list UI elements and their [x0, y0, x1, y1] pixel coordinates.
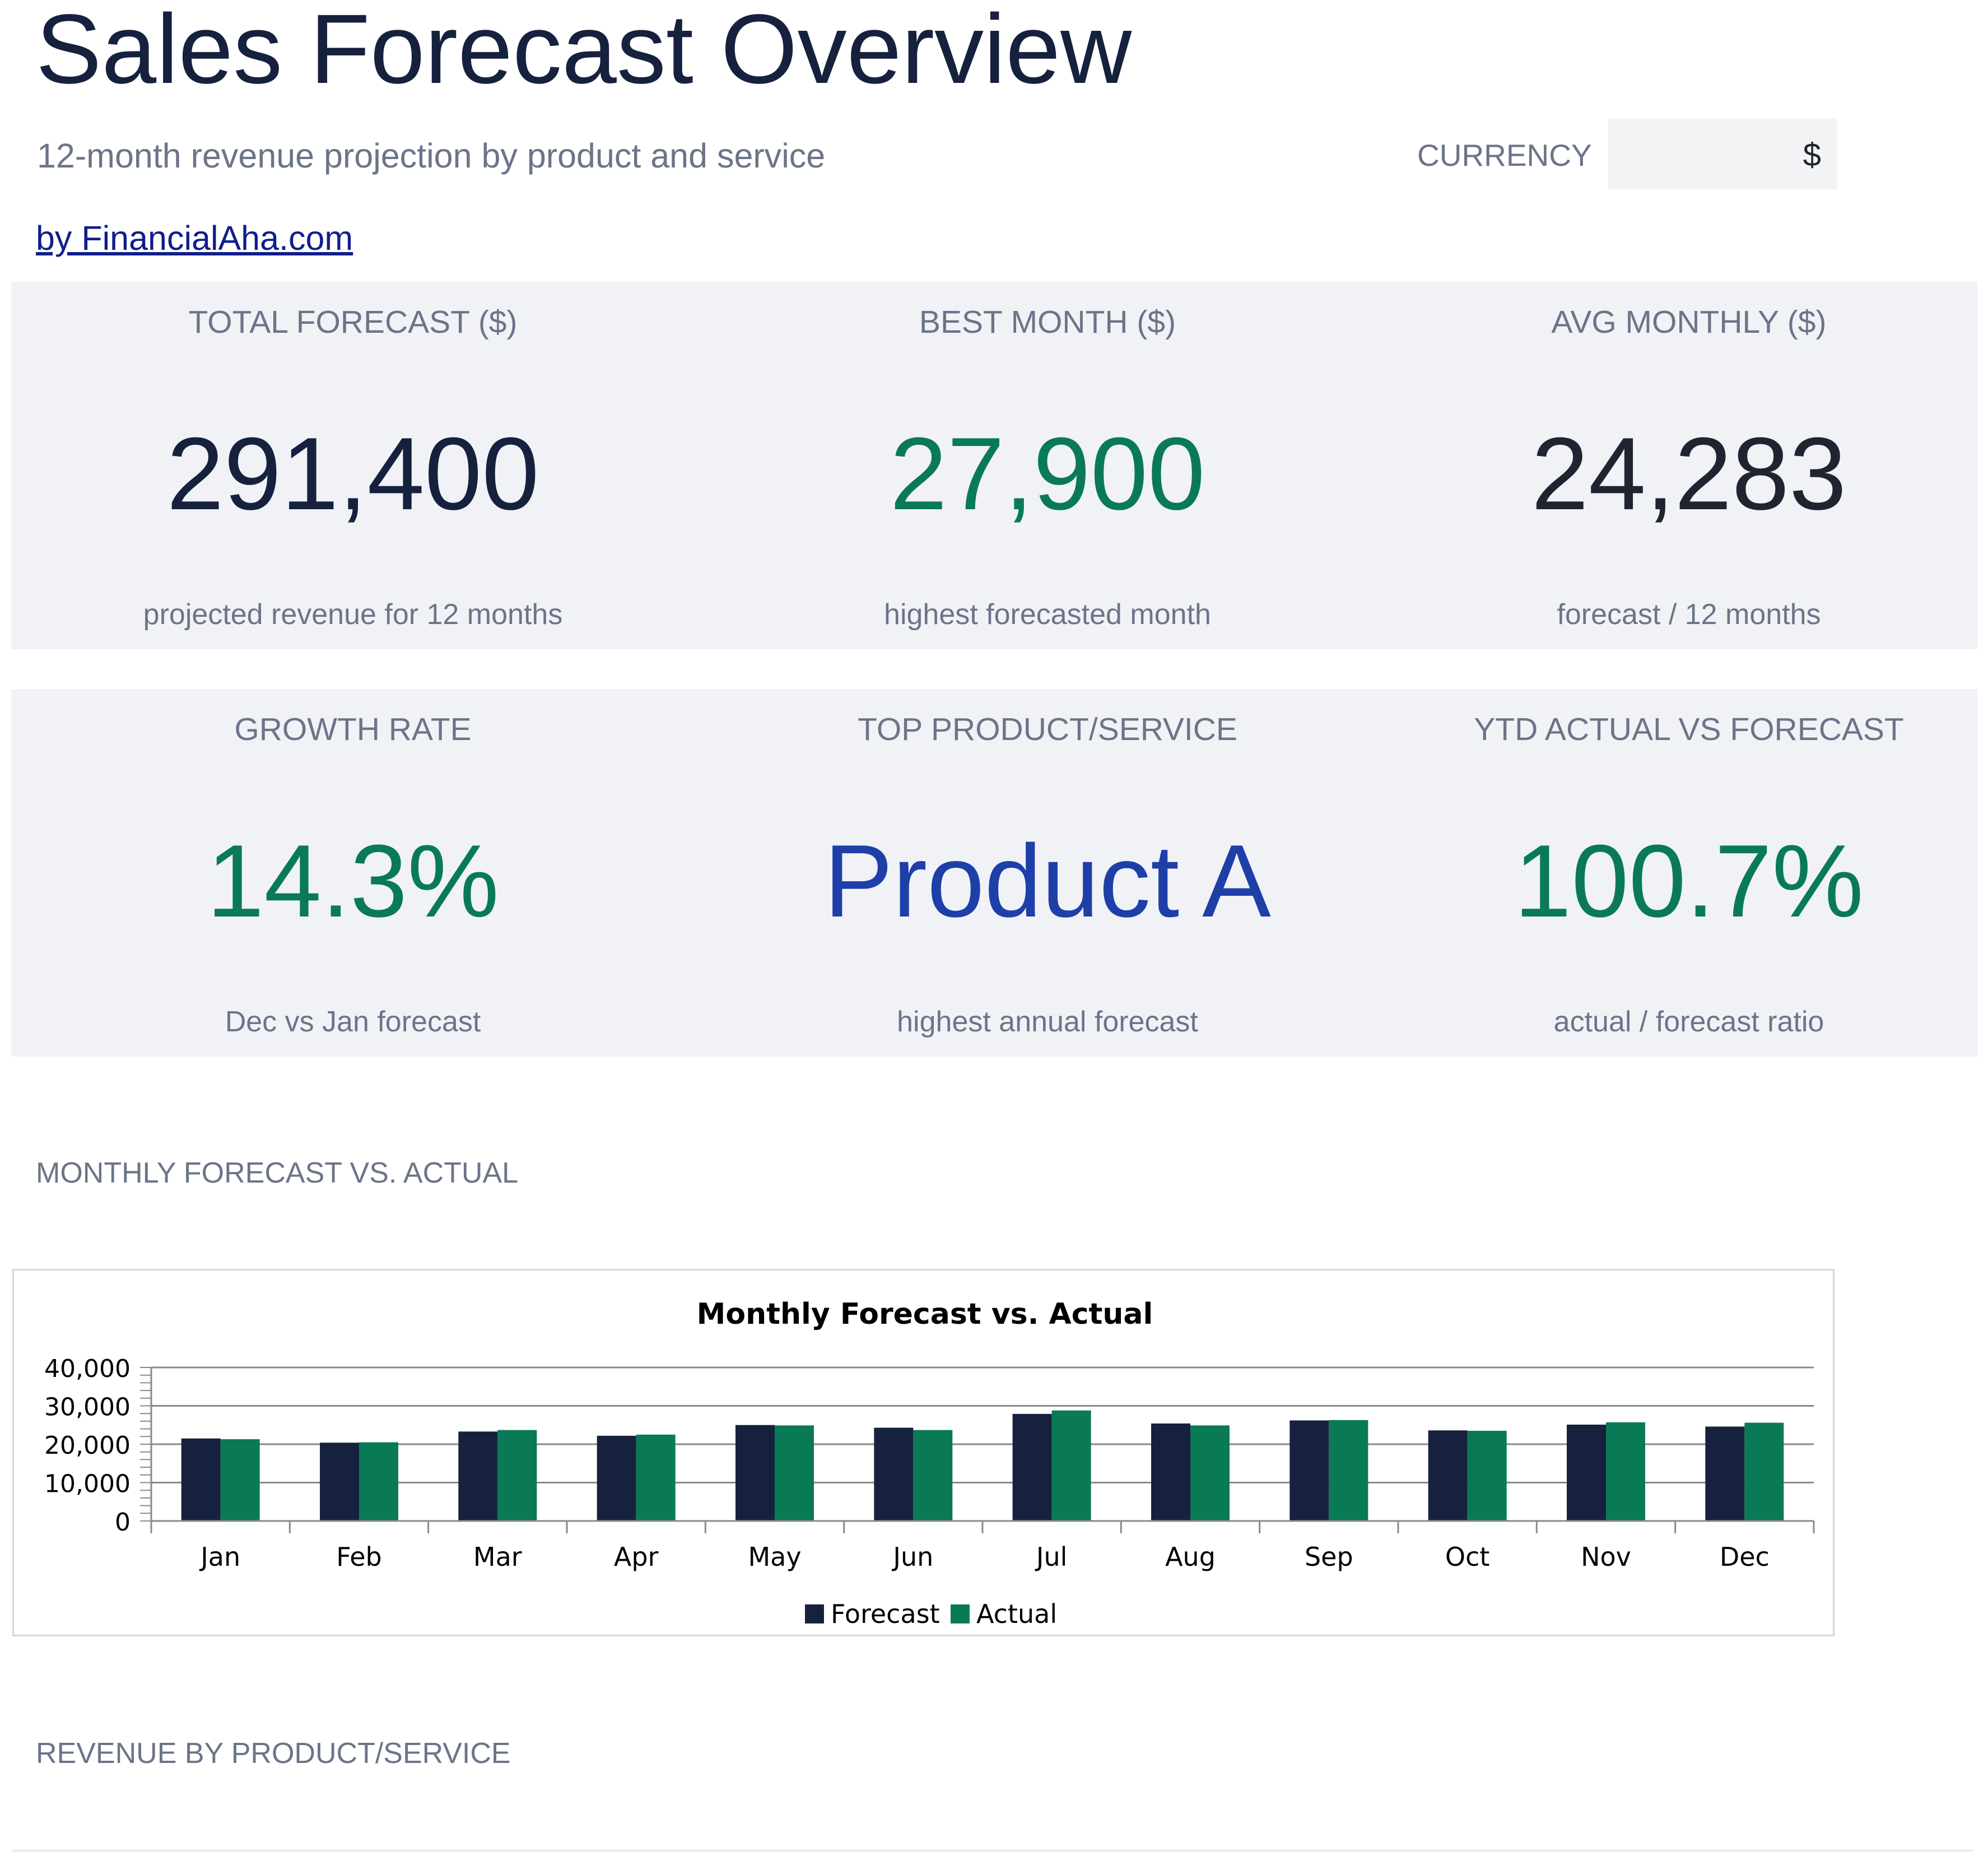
bar-actual-sep [1329, 1420, 1368, 1521]
kpi-card-ytd-ratio: YTD ACTUAL VS FORECAST 100.7% actual / f… [1400, 689, 1977, 1057]
bar-actual-aug [1190, 1425, 1230, 1521]
section-label-revenue: REVENUE BY PRODUCT/SERVICE [36, 1737, 511, 1770]
legend-swatch-forecast [805, 1604, 824, 1623]
kpi-value: 14.3% [207, 823, 499, 938]
bar-actual-jun [913, 1430, 953, 1521]
legend-swatch-actual [951, 1604, 970, 1623]
bar-forecast-jan [181, 1438, 221, 1521]
bar-forecast-feb [320, 1443, 359, 1521]
kpi-label: BEST MONTH ($) [919, 304, 1176, 340]
legend-label-actual: Actual [976, 1599, 1057, 1629]
bar-actual-may [775, 1425, 814, 1521]
x-tick-label: Oct [1445, 1542, 1490, 1572]
bar-actual-nov [1606, 1422, 1645, 1521]
section-divider [12, 1850, 1973, 1851]
bar-forecast-sep [1289, 1420, 1329, 1521]
x-tick-label: Aug [1165, 1542, 1216, 1572]
bar-forecast-nov [1567, 1425, 1606, 1521]
currency-label: CURRENCY [1417, 138, 1592, 173]
x-tick-label: Jun [891, 1542, 933, 1572]
currency-input[interactable]: $ [1608, 119, 1837, 189]
x-tick-label: Mar [473, 1542, 522, 1572]
kpi-caption: forecast / 12 months [1557, 598, 1821, 631]
kpi-caption: projected revenue for 12 months [143, 598, 563, 631]
kpi-panel-top: TOTAL FORECAST ($) 291,400 projected rev… [11, 282, 1977, 649]
kpi-value: 27,900 [890, 416, 1205, 531]
kpi-caption: highest forecasted month [884, 598, 1211, 631]
kpi-value: Product A [824, 823, 1271, 938]
bar-actual-feb [359, 1442, 398, 1521]
bar-actual-oct [1467, 1431, 1507, 1521]
legend-label-forecast: Forecast [831, 1599, 940, 1629]
kpi-value: 100.7% [1514, 823, 1864, 938]
kpi-label: TOP PRODUCT/SERVICE [858, 711, 1237, 747]
bar-actual-jul [1051, 1410, 1091, 1521]
bar-actual-apr [636, 1434, 676, 1521]
bar-forecast-oct [1428, 1430, 1468, 1521]
bar-actual-dec [1744, 1422, 1784, 1521]
kpi-label: AVG MONTHLY ($) [1551, 304, 1827, 340]
monthly-chart-svg: Monthly Forecast vs. Actual 0 10,000 20,000… [44, 1297, 1815, 1629]
x-tick-label: Feb [336, 1542, 381, 1572]
kpi-label: GROWTH RATE [234, 711, 472, 747]
bar-forecast-jul [1012, 1413, 1052, 1521]
section-label-monthly: MONTHLY FORECAST VS. ACTUAL [36, 1157, 519, 1189]
monthly-chart: Monthly Forecast vs. Actual 0 10,000 20,000… [12, 1269, 1835, 1636]
x-tick-label: Jan [199, 1542, 240, 1572]
y-tick-label: 30,000 [44, 1393, 131, 1422]
bar-actual-jan [220, 1439, 260, 1521]
bar-forecast-may [735, 1425, 775, 1521]
kpi-value: 291,400 [166, 416, 539, 531]
kpi-value: 24,283 [1531, 416, 1847, 531]
kpi-card-avg-monthly: AVG MONTHLY ($) 24,283 forecast / 12 mon… [1400, 282, 1977, 649]
y-tick-label: 40,000 [44, 1355, 131, 1383]
kpi-caption: highest annual forecast [897, 1006, 1198, 1038]
kpi-card-growth-rate: GROWTH RATE 14.3% Dec vs Jan forecast [11, 689, 695, 1057]
bar-actual-mar [497, 1430, 537, 1521]
currency-value: $ [1803, 137, 1821, 173]
bar-forecast-apr [597, 1435, 636, 1521]
x-tick-label: Dec [1720, 1542, 1770, 1572]
kpi-caption: actual / forecast ratio [1553, 1006, 1824, 1038]
page-subtitle: 12-month revenue projection by product a… [37, 137, 826, 175]
source-link[interactable]: by FinancialAha.com [36, 219, 353, 257]
bar-forecast-jun [874, 1427, 914, 1521]
y-tick-label: 20,000 [44, 1431, 131, 1460]
kpi-label: YTD ACTUAL VS FORECAST [1474, 711, 1904, 747]
chart-title: Monthly Forecast vs. Actual [697, 1297, 1153, 1331]
x-tick-label: May [748, 1542, 801, 1572]
x-tick-label: Jul [1035, 1542, 1068, 1572]
kpi-card-top-product: TOP PRODUCT/SERVICE Product A highest an… [695, 689, 1400, 1057]
bar-forecast-dec [1705, 1426, 1745, 1521]
x-tick-label: Sep [1305, 1542, 1353, 1572]
y-tick-label: 0 [115, 1508, 131, 1537]
x-tick-label: Apr [614, 1542, 659, 1572]
kpi-card-total-forecast: TOTAL FORECAST ($) 291,400 projected rev… [11, 282, 695, 649]
bar-forecast-aug [1151, 1423, 1190, 1521]
x-tick-label: Nov [1581, 1542, 1631, 1572]
kpi-label: TOTAL FORECAST ($) [188, 304, 518, 340]
y-tick-label: 10,000 [44, 1470, 131, 1499]
kpi-panel-bottom: GROWTH RATE 14.3% Dec vs Jan forecast TO… [11, 689, 1977, 1057]
kpi-card-best-month: BEST MONTH ($) 27,900 highest forecasted… [695, 282, 1400, 649]
kpi-caption: Dec vs Jan forecast [225, 1006, 481, 1038]
bar-forecast-mar [458, 1431, 498, 1521]
page-title: Sales Forecast Overview [36, 0, 1132, 104]
